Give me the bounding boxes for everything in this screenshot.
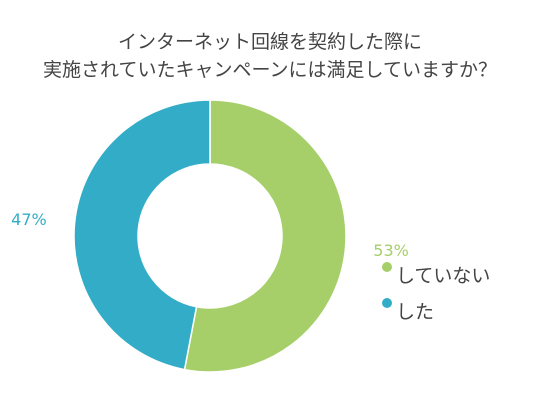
value-label-not-done: 53% bbox=[373, 241, 409, 260]
value-label-done: 47% bbox=[11, 210, 47, 229]
legend-label-not-done: していない bbox=[396, 264, 491, 287]
legend: していない した bbox=[382, 256, 490, 328]
chart-title-line-2: 実施されていたキャンペーンには満足していますか？ bbox=[43, 59, 497, 81]
slice-not-done bbox=[183, 99, 347, 373]
legend-swatch-done bbox=[382, 298, 392, 308]
slice-done bbox=[73, 99, 211, 371]
chart-title-line-1: インターネット回線を契約した際に bbox=[117, 31, 422, 53]
legend-item-done: した bbox=[382, 292, 490, 328]
legend-item-not-done: していない bbox=[382, 256, 490, 292]
chart-title: インターネット回線を契約した際に 実施されていたキャンペーンには満足していますか… bbox=[0, 28, 540, 84]
legend-swatch-not-done bbox=[382, 262, 392, 272]
legend-label-done: した bbox=[396, 300, 435, 323]
